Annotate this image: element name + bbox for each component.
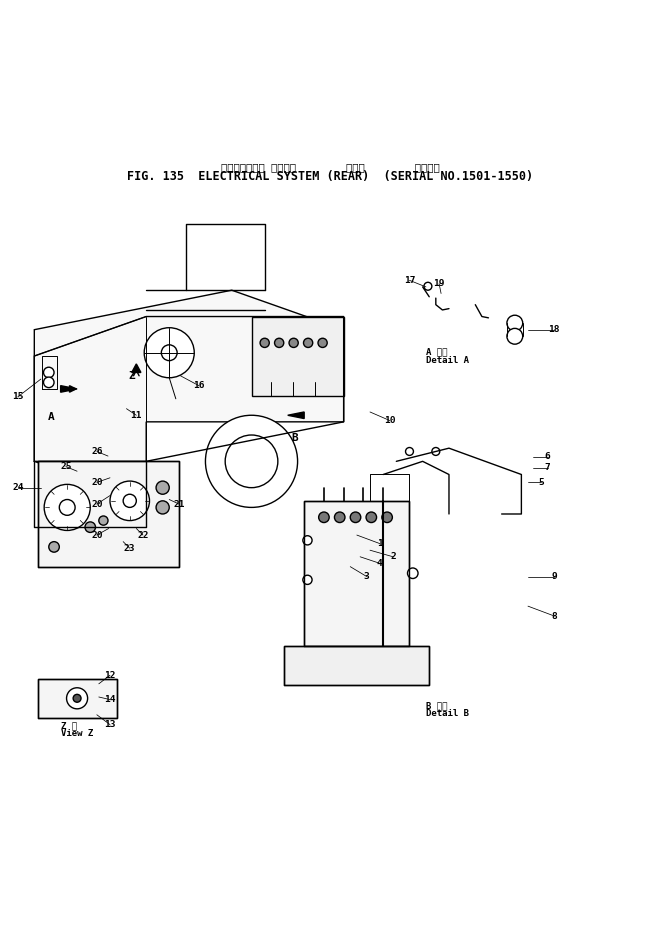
Text: 18: 18 xyxy=(549,326,560,334)
Circle shape xyxy=(67,688,88,709)
Text: 11: 11 xyxy=(131,411,142,419)
Text: 16: 16 xyxy=(193,381,205,390)
Circle shape xyxy=(350,512,361,523)
Circle shape xyxy=(260,338,269,347)
Text: View Z: View Z xyxy=(61,729,93,737)
Circle shape xyxy=(408,568,418,579)
Circle shape xyxy=(98,516,108,525)
Circle shape xyxy=(366,512,377,523)
Text: Z 視: Z 視 xyxy=(61,721,77,730)
Circle shape xyxy=(156,481,169,494)
Polygon shape xyxy=(38,679,116,718)
Text: 24: 24 xyxy=(12,483,24,493)
Text: 20: 20 xyxy=(91,499,102,509)
Text: 1: 1 xyxy=(377,539,383,549)
Text: 19: 19 xyxy=(434,279,445,288)
Text: 13: 13 xyxy=(104,720,116,729)
Text: 12: 12 xyxy=(104,671,116,679)
Circle shape xyxy=(144,327,194,378)
Text: 5: 5 xyxy=(538,478,544,487)
Text: 17: 17 xyxy=(404,276,415,285)
Text: 23: 23 xyxy=(124,544,136,552)
Text: 6: 6 xyxy=(545,453,551,461)
Circle shape xyxy=(59,499,75,515)
Polygon shape xyxy=(288,412,304,419)
Text: 4: 4 xyxy=(377,559,383,568)
Text: A 詳細: A 詳細 xyxy=(426,347,447,357)
Circle shape xyxy=(507,315,523,331)
Text: 26: 26 xyxy=(91,447,102,456)
Circle shape xyxy=(156,501,169,514)
Polygon shape xyxy=(38,461,179,567)
Circle shape xyxy=(206,416,297,508)
Text: B: B xyxy=(291,434,297,443)
Polygon shape xyxy=(34,290,344,501)
Polygon shape xyxy=(252,317,344,396)
Text: Detail A: Detail A xyxy=(426,356,469,364)
Circle shape xyxy=(318,338,327,347)
Polygon shape xyxy=(284,645,429,685)
Text: 25: 25 xyxy=(60,462,71,471)
Circle shape xyxy=(303,338,313,347)
Text: 8: 8 xyxy=(551,611,557,621)
Text: 15: 15 xyxy=(12,392,24,401)
Circle shape xyxy=(507,328,523,344)
Polygon shape xyxy=(61,385,77,392)
Circle shape xyxy=(73,695,81,702)
Text: FIG. 135  ELECTRICAL SYSTEM (REAR)  (SERIAL NO.1501-1550): FIG. 135 ELECTRICAL SYSTEM (REAR) (SERIA… xyxy=(128,171,533,183)
Circle shape xyxy=(319,512,329,523)
Polygon shape xyxy=(132,363,141,372)
Circle shape xyxy=(225,435,278,488)
Text: 7: 7 xyxy=(545,463,551,473)
Circle shape xyxy=(44,377,54,387)
Text: 14: 14 xyxy=(104,695,116,704)
Circle shape xyxy=(44,367,54,378)
Circle shape xyxy=(432,448,440,456)
Circle shape xyxy=(303,536,312,545)
Text: B 詳細: B 詳細 xyxy=(426,701,447,710)
Text: 21: 21 xyxy=(173,499,185,509)
Text: 20: 20 xyxy=(91,478,102,487)
Circle shape xyxy=(334,512,345,523)
Circle shape xyxy=(406,448,413,456)
Circle shape xyxy=(303,575,312,585)
Circle shape xyxy=(110,481,149,521)
Circle shape xyxy=(424,282,432,290)
Circle shape xyxy=(123,494,136,508)
Text: Detail B: Detail B xyxy=(426,709,469,718)
Circle shape xyxy=(49,542,59,552)
Circle shape xyxy=(44,484,91,530)
Text: 20: 20 xyxy=(91,530,102,540)
Text: Z: Z xyxy=(128,371,135,381)
Polygon shape xyxy=(304,501,409,645)
Circle shape xyxy=(274,338,284,347)
Text: 9: 9 xyxy=(551,572,557,581)
Text: A: A xyxy=(48,412,54,421)
Text: エレクトリカル システム        リヤー        適用号機: エレクトリカル システム リヤー 適用号機 xyxy=(221,162,440,172)
Text: 3: 3 xyxy=(364,572,369,581)
Circle shape xyxy=(161,344,177,361)
Text: 10: 10 xyxy=(384,416,395,425)
Circle shape xyxy=(289,338,298,347)
Text: 2: 2 xyxy=(390,552,396,561)
Text: 22: 22 xyxy=(137,530,149,540)
Circle shape xyxy=(382,512,393,523)
Circle shape xyxy=(85,522,96,532)
